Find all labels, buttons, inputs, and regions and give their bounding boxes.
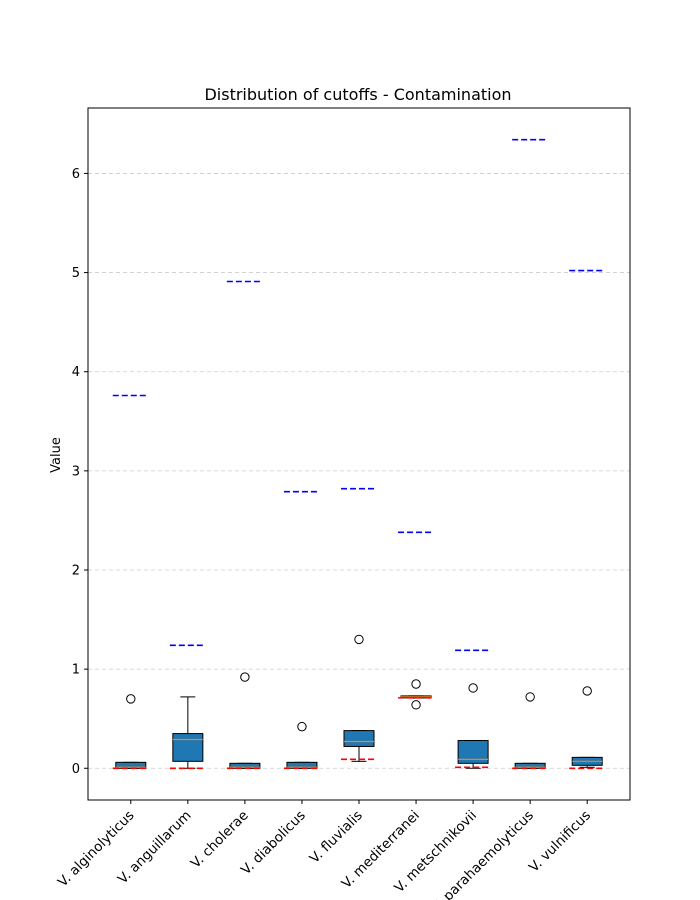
outlier-point [411, 700, 421, 710]
outlier-point [354, 634, 364, 645]
outlier-point [411, 679, 421, 689]
chart-title: Distribution of cutoffs - Contamination [204, 85, 511, 104]
y-tick-label: 4 [72, 365, 80, 380]
y-tick-label: 3 [72, 464, 80, 479]
box-body [457, 740, 489, 764]
y-tick-label: 1 [72, 663, 80, 678]
box-group [569, 269, 606, 770]
outlier-point [297, 721, 307, 732]
y-tick-label: 5 [72, 266, 80, 281]
box-body [172, 733, 204, 762]
y-tick-label: 0 [72, 762, 80, 777]
box-body [343, 730, 375, 747]
outlier-point [468, 683, 478, 693]
outlier-point [582, 686, 592, 696]
box-group [283, 490, 320, 770]
plot-frame [87, 107, 631, 801]
box-group [398, 531, 435, 710]
x-tick-label: V. fluvialis [307, 808, 366, 867]
y-axis-label: Value [49, 437, 64, 473]
outlier-point [126, 694, 136, 704]
outlier-point [525, 692, 535, 702]
grid-lines [88, 173, 630, 769]
y-tick-label: 2 [72, 563, 80, 578]
y-axis-ticks: 0 1 2 3 4 5 6 [72, 167, 88, 777]
box-group [455, 649, 492, 769]
plot-marks [112, 138, 606, 770]
box-group [169, 644, 206, 770]
box-group [512, 138, 549, 770]
box-group [226, 280, 263, 770]
x-tick-label: V. vulnificus [526, 808, 594, 876]
y-tick-label: 6 [72, 167, 80, 182]
box-group [341, 487, 377, 762]
box-group [112, 394, 149, 770]
outlier-point [240, 672, 250, 682]
